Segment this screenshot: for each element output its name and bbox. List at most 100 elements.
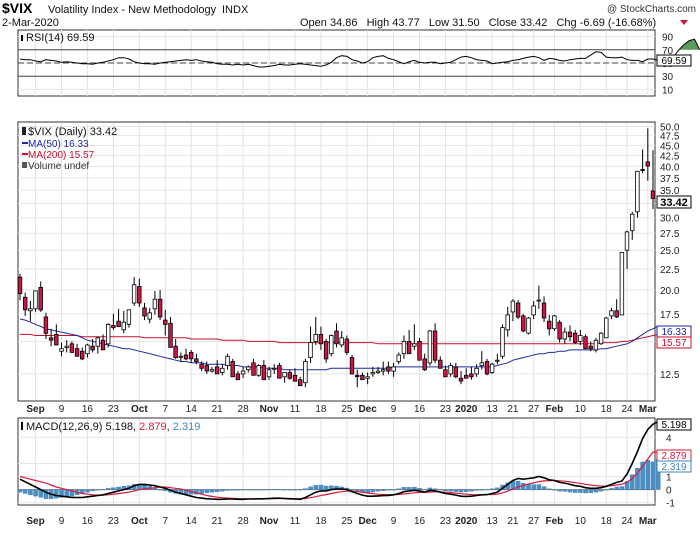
- macd-hist-bar: [370, 489, 376, 493]
- macd-hist-bar: [64, 489, 69, 497]
- price-tick-label: 22.5: [660, 265, 680, 276]
- candle-body: [463, 374, 469, 379]
- candle-body: [510, 300, 516, 313]
- macd-hist-bar: [427, 487, 433, 490]
- x-tick-label-price: Sep: [26, 404, 44, 415]
- macd-hist-bar: [157, 489, 163, 491]
- candle-body: [22, 296, 28, 311]
- rsi-line: [19, 38, 700, 68]
- high-value: 43.77: [392, 17, 420, 29]
- macd-hist-bar: [635, 468, 640, 490]
- candle-body: [557, 321, 562, 340]
- macd-hist-bar: [598, 489, 604, 492]
- candle-body: [573, 332, 578, 343]
- x-tick-label-macd: 28: [238, 516, 250, 527]
- macd-hist-bar: [209, 489, 215, 493]
- macd-hist-bar: [619, 486, 625, 490]
- x-tick-label-macd: 11: [290, 516, 301, 527]
- macd-tick-label: 4: [666, 433, 672, 444]
- candle-body: [199, 363, 204, 369]
- candle-body: [489, 363, 495, 373]
- candle-body: [417, 340, 422, 361]
- candle-body: [121, 321, 126, 331]
- rsi-tick-label: 90: [662, 33, 674, 44]
- candle-body: [645, 161, 650, 167]
- candle-body: [448, 365, 453, 375]
- candle-body: [225, 355, 230, 366]
- macd-hist-bar: [588, 489, 594, 494]
- macd-legend-sep2: ,: [167, 421, 170, 433]
- macd-hist-bar: [438, 489, 443, 491]
- macd-hist-bar: [17, 489, 23, 493]
- macd-hist-bar: [235, 489, 241, 491]
- x-tick-label-price: 16: [414, 404, 426, 415]
- candle-body: [339, 337, 344, 346]
- candle-body: [635, 170, 640, 213]
- candle-body: [412, 343, 417, 347]
- candle-body: [178, 355, 183, 358]
- watermark: @ StockCharts.com: [607, 4, 696, 15]
- x-tick-label-price: Feb: [546, 404, 564, 415]
- candle-body: [297, 379, 303, 387]
- macd-hist-bar: [28, 489, 33, 495]
- candle-body: [650, 190, 656, 199]
- x-tick-label-macd: Mar: [639, 516, 657, 527]
- candle-body: [220, 367, 225, 373]
- x-tick-label-price: 9: [391, 404, 397, 415]
- macd-hist-bar: [292, 489, 298, 491]
- price-tick-label: 37.5: [660, 174, 680, 185]
- macd-hist-bar: [422, 489, 427, 491]
- candle-body: [474, 367, 479, 375]
- price-tick-label: 25.0: [660, 246, 680, 257]
- macd-hist-bar: [541, 486, 547, 490]
- rsi-current-badge: 69.59: [656, 54, 692, 67]
- macd-hist-bar: [240, 489, 246, 491]
- macd-hist-bar: [225, 489, 230, 491]
- price-legend-volume: Volume undef: [28, 161, 89, 172]
- macd-hist-bar: [412, 486, 417, 490]
- candle-body: [365, 376, 370, 379]
- x-tick-label-macd: 23: [108, 516, 120, 527]
- x-tick-label-macd: 9: [391, 516, 397, 527]
- rsi-tick-label: 10: [662, 85, 674, 96]
- price-tick-label: 40.0: [660, 162, 680, 173]
- candle-body: [360, 374, 365, 381]
- macd-hist-bar: [453, 489, 459, 492]
- macd-hist-bar: [593, 489, 599, 493]
- candle-body: [536, 299, 541, 302]
- x-tick-label-price: 14: [186, 404, 198, 415]
- candle-body: [168, 322, 173, 348]
- macd-hist-bar: [547, 488, 552, 490]
- macd-hist-bar: [246, 489, 251, 491]
- x-tick-label-price: 23: [440, 404, 452, 415]
- axis-labels: 907050301050.047.545.042.540.037.535.032…: [26, 33, 680, 527]
- candle-body: [323, 340, 329, 360]
- candle-body: [194, 358, 199, 362]
- candle-body: [271, 367, 277, 370]
- ma200-current-value: 15.57: [661, 338, 686, 349]
- candle-body: [521, 315, 526, 332]
- macd-hist-bar: [495, 487, 500, 490]
- macd-hist-bar: [624, 481, 630, 490]
- price-tick-label: 30.0: [660, 214, 680, 225]
- candle-body: [344, 338, 350, 353]
- x-tick-label-macd: 2020: [455, 516, 478, 527]
- candle-body: [43, 316, 49, 334]
- x-tick-label-price: 10: [575, 404, 587, 415]
- candle-body: [562, 331, 567, 340]
- macd-tick-label: -1: [666, 499, 675, 510]
- x-tick-label-price: Nov: [260, 404, 279, 415]
- ma50-line: [19, 318, 659, 371]
- candle-body: [256, 365, 261, 376]
- candle-body: [453, 366, 458, 378]
- rsi-legend-text: RSI(14) 69.59: [26, 32, 94, 44]
- price-badge: 33.42: [656, 195, 692, 209]
- macd-hist-bar: [567, 489, 573, 493]
- x-tick-label-price: 18: [601, 404, 613, 415]
- macd-hist-bar: [323, 485, 329, 490]
- candle-body: [438, 359, 443, 369]
- candle-body: [588, 345, 593, 350]
- ma200-line: [20, 333, 659, 345]
- price-panel: [17, 121, 656, 402]
- candle-body: [495, 359, 500, 362]
